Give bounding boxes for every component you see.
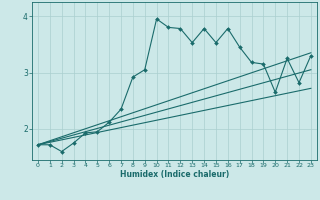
X-axis label: Humidex (Indice chaleur): Humidex (Indice chaleur) xyxy=(120,170,229,179)
